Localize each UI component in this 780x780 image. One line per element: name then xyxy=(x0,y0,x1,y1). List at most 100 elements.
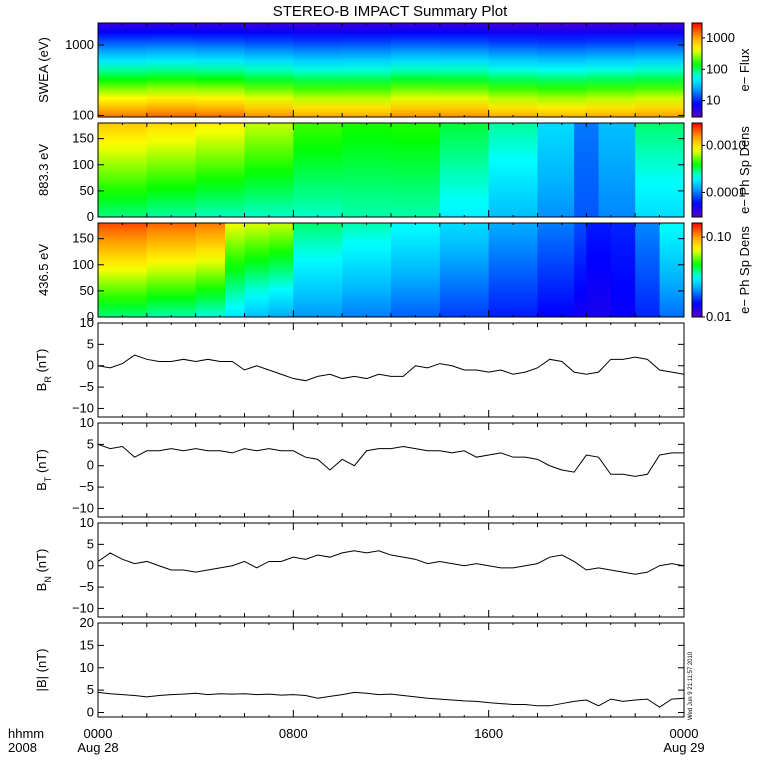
spectrogram-column xyxy=(146,23,197,117)
spectrogram-column xyxy=(391,223,441,317)
y-axis-label: 436.5 eV xyxy=(36,244,51,296)
y-tick-label: −10 xyxy=(72,400,94,415)
y-axis: −10 −5 0 5 10 xyxy=(72,315,684,415)
spectrogram xyxy=(98,23,684,117)
colorbar-scale xyxy=(691,22,703,118)
spectrogram-column xyxy=(195,23,246,117)
y-tick-label: 10 xyxy=(80,415,94,430)
y-tick-label: 10 xyxy=(80,315,94,330)
y-tick-label: 5 xyxy=(87,536,94,551)
spectrogram-column xyxy=(537,23,587,117)
y-tick-label: 5 xyxy=(87,336,94,351)
y-axis: 0 5 10 15 20 xyxy=(80,615,684,720)
spectrogram-column xyxy=(598,123,636,217)
spectrogram-column xyxy=(610,223,636,317)
spectrogram-column xyxy=(244,23,294,117)
y-axis: 0 50 100 150 xyxy=(72,131,684,224)
spectrogram-column xyxy=(439,223,490,317)
spectrogram-column xyxy=(244,123,294,217)
spectrogram-column xyxy=(293,23,343,117)
y-tick-label: 15 xyxy=(80,637,94,652)
spectrogram-column xyxy=(293,123,343,217)
time-tick-label: 1600 xyxy=(474,726,503,741)
spectrogram-column xyxy=(98,23,148,117)
colorbar-tick-label: 0.01 xyxy=(706,309,731,324)
y-tick-label: 50 xyxy=(80,283,94,298)
spectrogram-column xyxy=(537,223,575,317)
y-axis-label: BT (nT) xyxy=(34,449,53,491)
field-trace xyxy=(98,550,684,575)
y-tick-label: 0 xyxy=(87,558,94,573)
spectrogram-column xyxy=(146,223,197,317)
y-tick-label: 0 xyxy=(87,309,94,324)
y-axis-label: BR (nT) xyxy=(34,349,53,392)
panel-3: 0.01 0.10 e− Ph Sp Dens 436.5 eV 0 50 100 150 xyxy=(36,222,752,324)
panel-frame xyxy=(97,422,685,518)
y-tick-label: 10 xyxy=(80,660,94,675)
y-tick-label: −10 xyxy=(72,500,94,515)
panel-6: BN (nT) −10 −5 0 5 10 xyxy=(34,515,685,618)
y-tick-label: −5 xyxy=(79,379,94,394)
spectrogram-column xyxy=(537,123,575,217)
field-trace xyxy=(98,691,684,708)
colorbar-scale xyxy=(691,122,703,218)
spectrogram-column xyxy=(342,123,392,217)
spectrogram-column xyxy=(586,223,612,317)
spectrogram-column xyxy=(342,23,392,117)
spectrogram-column xyxy=(439,123,490,217)
spectrogram-column xyxy=(488,23,539,117)
y-tick-label: 150 xyxy=(72,231,94,246)
colorbar-tick-label: 0.0001 xyxy=(706,184,746,199)
y-tick-label: 0 xyxy=(87,358,94,373)
spectrogram-column xyxy=(244,223,270,317)
spectrogram-column xyxy=(659,223,684,317)
y-tick-label: 100 xyxy=(72,257,94,272)
panel-7: |B| (nT) 0 5 10 15 20 xyxy=(34,615,685,720)
time-tick-label: 0000 xyxy=(670,726,699,741)
corner-label: hhmm xyxy=(8,726,44,741)
colorbar: 0.01 0.10 e− Ph Sp Dens xyxy=(691,222,752,324)
time-tick-label: 0800 xyxy=(279,726,308,741)
spectrogram-column xyxy=(635,223,661,317)
colorbar-tick-label: 100 xyxy=(706,61,728,76)
y-axis-label: 883.3 eV xyxy=(36,144,51,196)
colorbar-tick-label: 1000 xyxy=(706,30,735,45)
y-tick-label: 100 xyxy=(72,157,94,172)
spectrogram-column xyxy=(268,223,294,317)
corner-year: 2008 xyxy=(8,740,37,755)
y-tick-label: 50 xyxy=(80,183,94,198)
colorbar-label: e− Flux xyxy=(737,48,752,91)
colorbar-label: e− Ph Sp Dens xyxy=(737,126,752,214)
field-trace xyxy=(98,443,684,477)
y-axis: −10 −5 0 5 10 xyxy=(72,515,684,615)
y-axis-label: SWEA (eV) xyxy=(36,37,51,103)
y-axis-label: BN (nT) xyxy=(34,549,53,592)
spectrogram-column xyxy=(195,223,226,317)
colorbar-tick-label: 0.10 xyxy=(706,229,731,244)
spectrogram-column xyxy=(391,23,441,117)
spectrogram-column xyxy=(586,23,636,117)
y-tick-label: −5 xyxy=(79,579,94,594)
spectrogram-column xyxy=(574,123,600,217)
y-axis: −10 −5 0 5 10 xyxy=(72,415,684,515)
y-axis: 100 1000 xyxy=(65,37,684,122)
spectrogram-column xyxy=(98,123,148,217)
y-tick-label: −5 xyxy=(79,479,94,494)
y-tick-label: 5 xyxy=(87,682,94,697)
spectrogram-column xyxy=(224,223,246,317)
date-tick-label: Aug 28 xyxy=(77,740,118,755)
spectrogram-column xyxy=(342,223,392,317)
panel-4: BR (nT) −10 −5 0 5 10 xyxy=(34,315,685,418)
spectrogram-column xyxy=(439,23,490,117)
y-tick-label: 0 xyxy=(87,209,94,224)
y-axis: 0 50 100 150 xyxy=(72,231,684,324)
y-tick-label: −10 xyxy=(72,600,94,615)
y-tick-label: 20 xyxy=(80,615,94,630)
spectrogram-column xyxy=(293,223,343,317)
